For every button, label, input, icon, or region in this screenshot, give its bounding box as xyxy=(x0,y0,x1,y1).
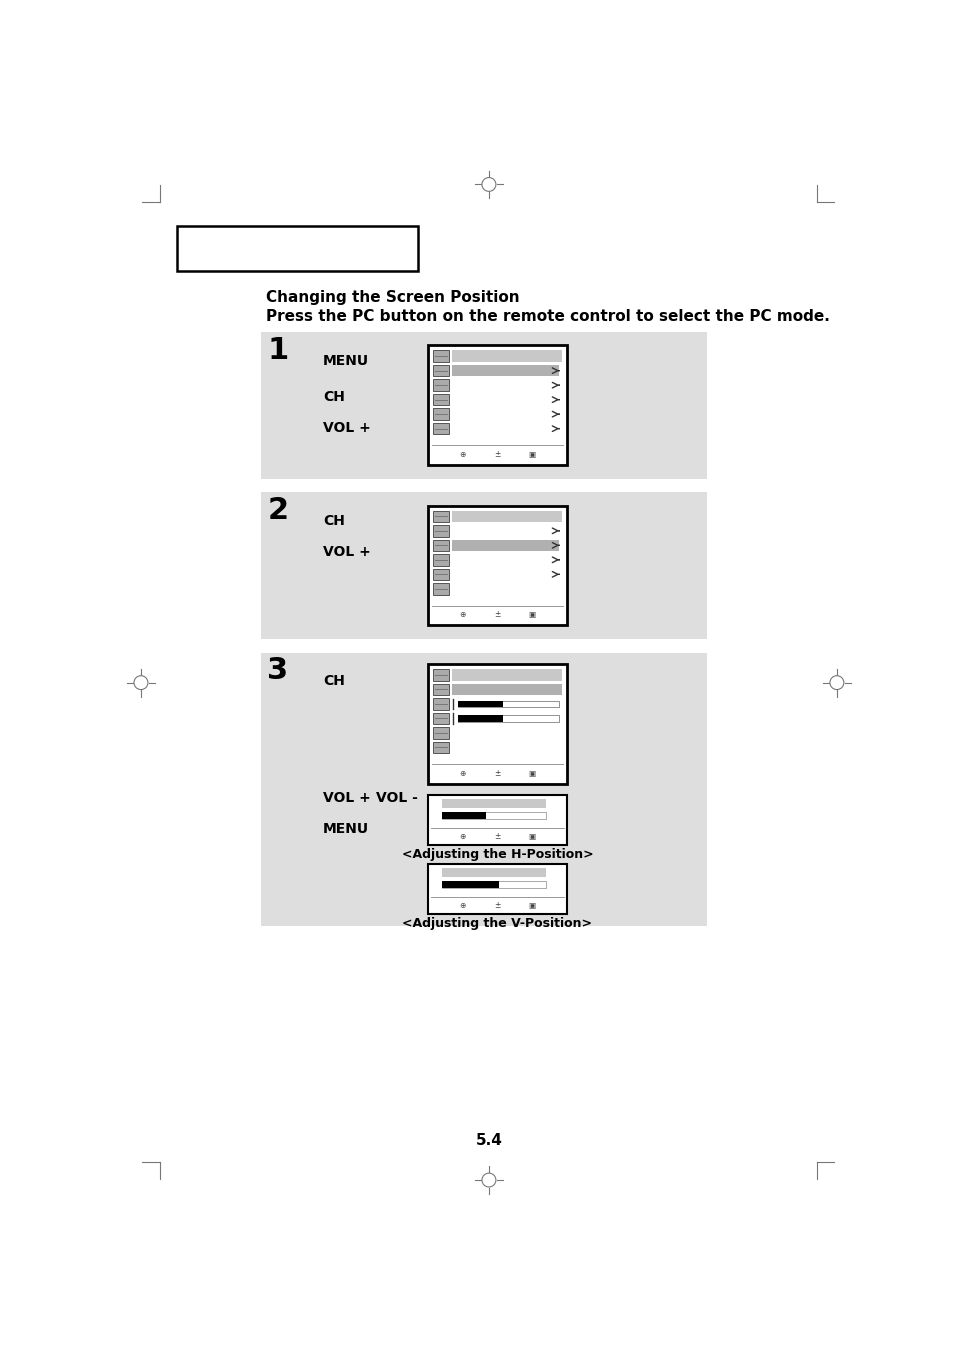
Text: ▣: ▣ xyxy=(528,611,536,619)
Bar xyxy=(433,539,448,551)
Text: VOL -: VOL - xyxy=(375,792,417,805)
Bar xyxy=(452,684,561,696)
Bar xyxy=(433,713,448,724)
Text: VOL +: VOL + xyxy=(323,544,371,559)
Text: ▣: ▣ xyxy=(528,901,536,911)
Bar xyxy=(441,881,546,888)
Text: 3: 3 xyxy=(267,657,288,685)
Bar xyxy=(441,881,498,888)
Bar xyxy=(433,365,448,377)
Text: CH: CH xyxy=(323,513,345,528)
Text: ⊕: ⊕ xyxy=(459,901,465,911)
Bar xyxy=(433,380,448,390)
Bar xyxy=(452,365,558,377)
Bar xyxy=(457,701,503,707)
Bar xyxy=(261,653,706,925)
Bar xyxy=(441,812,546,819)
Text: VOL +: VOL + xyxy=(323,792,371,805)
Text: ±: ± xyxy=(494,611,500,619)
Bar xyxy=(261,332,706,478)
Bar xyxy=(433,526,448,536)
Bar xyxy=(441,798,546,808)
Bar xyxy=(427,794,567,846)
Text: ⊕: ⊕ xyxy=(459,450,465,459)
Bar xyxy=(261,493,706,639)
Text: CH: CH xyxy=(323,674,345,688)
Text: ▣: ▣ xyxy=(528,450,536,459)
Bar xyxy=(177,226,417,270)
Text: MENU: MENU xyxy=(323,821,369,836)
Text: ▣: ▣ xyxy=(528,832,536,842)
Bar xyxy=(433,742,448,754)
Text: <Adjusting the H-Position>: <Adjusting the H-Position> xyxy=(401,848,593,861)
Text: <Adjusting the V-Position>: <Adjusting the V-Position> xyxy=(402,917,592,931)
Text: ⊕: ⊕ xyxy=(459,611,465,619)
Bar xyxy=(452,539,558,551)
Text: ±: ± xyxy=(494,901,500,911)
Bar xyxy=(452,350,561,362)
Text: 2: 2 xyxy=(267,496,288,526)
Bar xyxy=(433,727,448,739)
Bar xyxy=(433,511,448,521)
Bar xyxy=(457,716,558,721)
Bar xyxy=(433,554,448,566)
Bar xyxy=(452,511,561,521)
Bar xyxy=(427,865,567,915)
Text: VOL +: VOL + xyxy=(323,422,371,435)
Bar xyxy=(441,812,485,819)
Bar xyxy=(433,350,448,362)
Bar xyxy=(427,346,567,465)
Bar xyxy=(433,698,448,709)
Bar xyxy=(441,869,546,877)
Bar xyxy=(427,665,567,784)
Bar xyxy=(457,716,503,721)
Text: Changing the Screen Position: Changing the Screen Position xyxy=(266,290,519,305)
Bar xyxy=(433,684,448,696)
Text: ⊕: ⊕ xyxy=(459,769,465,778)
Bar xyxy=(433,394,448,405)
Text: MENU: MENU xyxy=(323,354,369,367)
Text: ▣: ▣ xyxy=(528,769,536,778)
Bar xyxy=(427,505,567,626)
Text: 1: 1 xyxy=(267,336,288,365)
Bar xyxy=(433,408,448,420)
Text: ±: ± xyxy=(494,769,500,778)
Bar xyxy=(433,584,448,594)
Bar xyxy=(452,669,561,681)
Bar xyxy=(433,423,448,435)
Bar xyxy=(457,701,558,707)
Text: Press the PC button on the remote control to select the PC mode.: Press the PC button on the remote contro… xyxy=(266,309,829,324)
Text: ⊕: ⊕ xyxy=(459,832,465,842)
Text: CH: CH xyxy=(323,390,345,404)
Bar xyxy=(433,669,448,681)
Text: 5.4: 5.4 xyxy=(475,1133,502,1148)
Text: ±: ± xyxy=(494,450,500,459)
Bar xyxy=(433,569,448,580)
Text: ±: ± xyxy=(494,832,500,842)
